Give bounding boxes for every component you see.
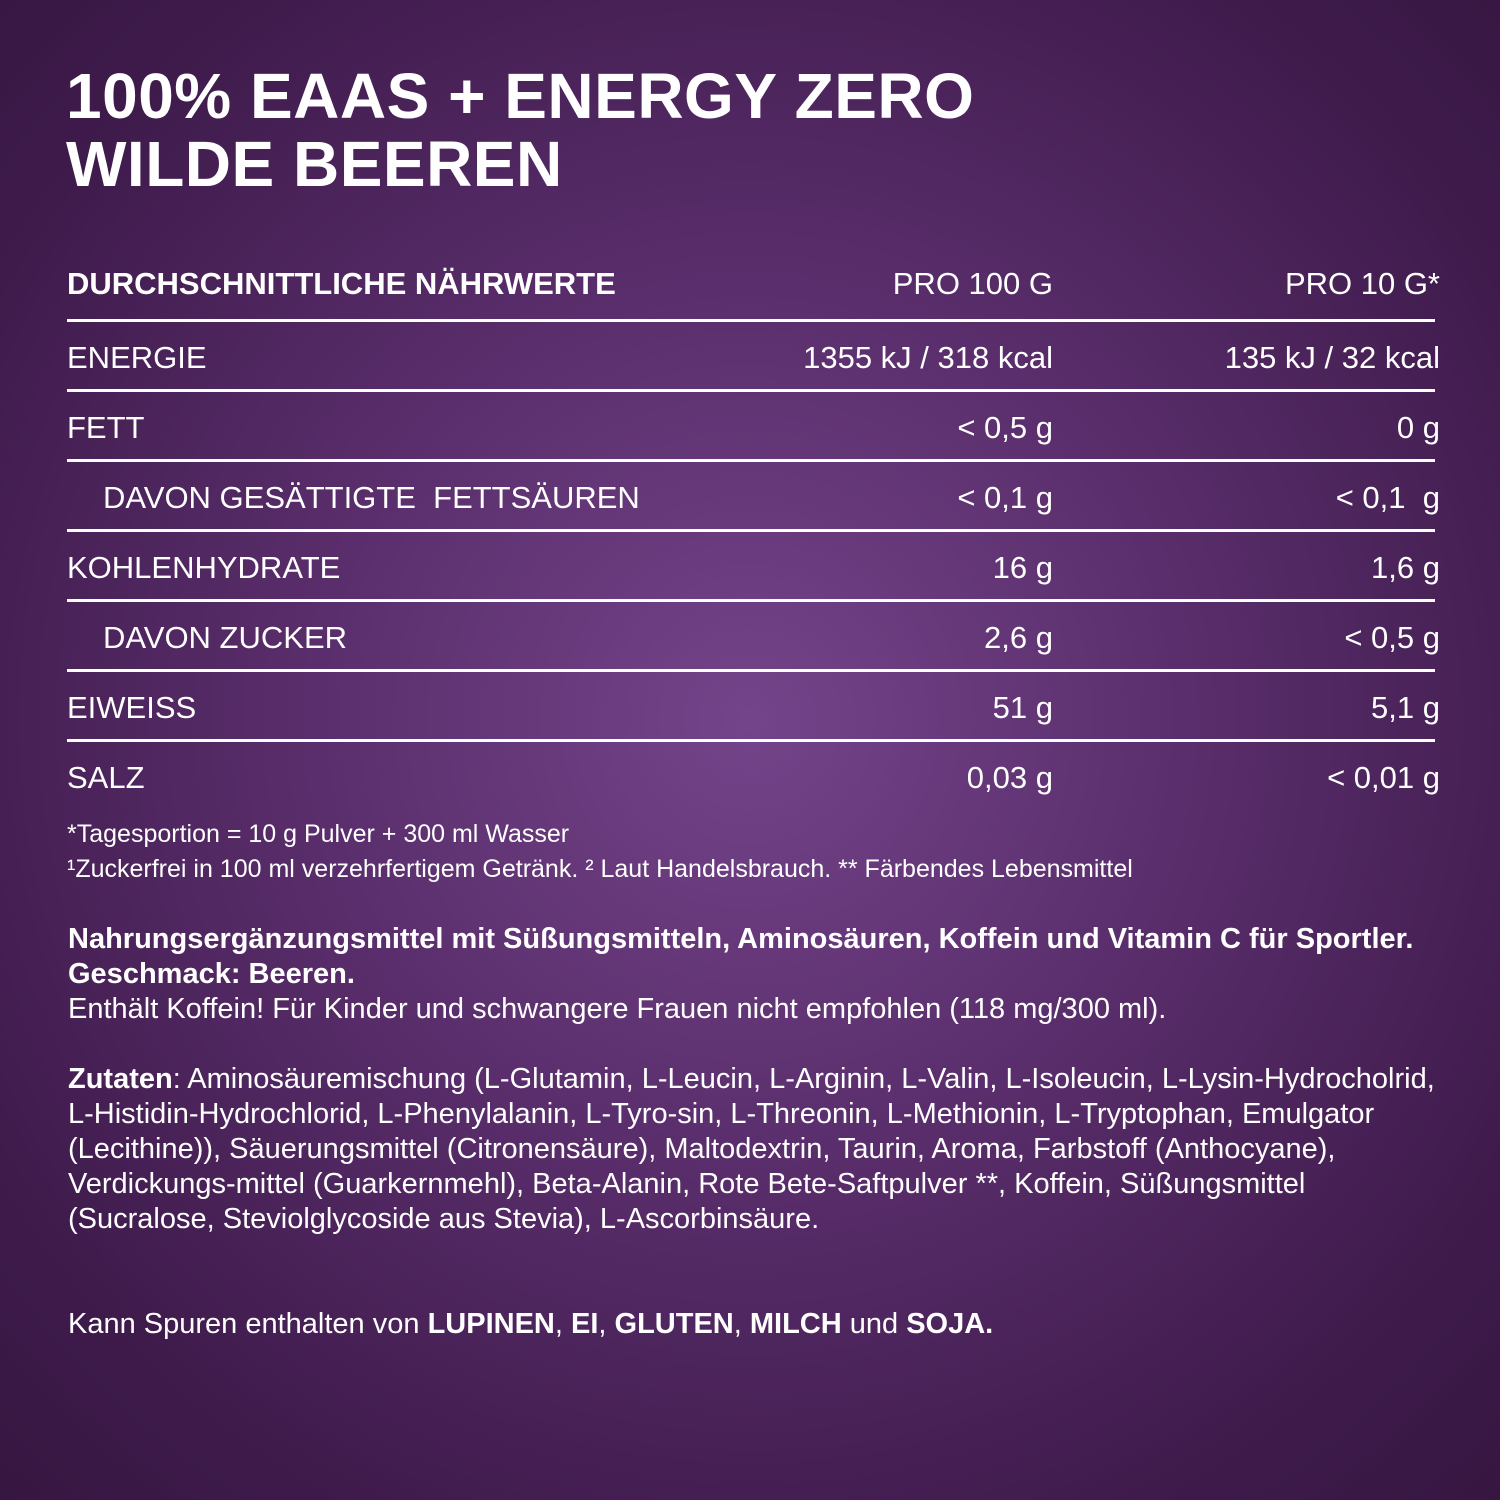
separator: , (598, 1308, 615, 1340)
row-label: EIWEISS (67, 690, 197, 725)
row-per10: 0 g (1396, 410, 1440, 445)
footnotes: *Tagesportion = 10 g Pulver + 300 ml Was… (67, 817, 1133, 887)
table-row: SALZ 0,03 g < 0,01 g (67, 740, 1440, 810)
allergen-notice: Kann Spuren enthalten von LUPINEN, EI, G… (68, 1307, 1448, 1342)
row-per100: 0,03 g (966, 760, 1053, 795)
allergen: SOJA. (906, 1308, 994, 1340)
table-row: DAVON ZUCKER 2,6 g < 0,5 g (67, 600, 1440, 672)
divider (67, 529, 1435, 532)
allergen: LUPINEN (427, 1308, 555, 1340)
row-per100: 2,6 g (984, 620, 1053, 655)
header-per100: PRO 100 G (892, 266, 1053, 301)
divider (67, 389, 1435, 392)
divider (67, 599, 1435, 602)
table-row: FETT < 0,5 g 0 g (67, 390, 1440, 462)
table-header: DURCHSCHNITTLICHE NÄHRWERTE PRO 100 G PR… (67, 258, 1440, 322)
divider (67, 739, 1435, 742)
row-label: KOHLENHYDRATE (67, 550, 341, 585)
footnote-serving: *Tagesportion = 10 g Pulver + 300 ml Was… (67, 820, 570, 848)
divider (67, 319, 1435, 322)
table-row: DAVON GESÄTTIGTE FETTSÄUREN < 0,1 g < 0,… (67, 460, 1440, 532)
row-per100: < 0,5 g (957, 410, 1053, 445)
caffeine-warning: Enthält Koffein! Für Kinder und schwange… (68, 993, 1167, 1025)
header-label: DURCHSCHNITTLICHE NÄHRWERTE (67, 266, 616, 301)
footnote-notes: ¹Zuckerfrei in 100 ml verzehrfertigem Ge… (67, 855, 1133, 883)
allergen-prefix: Kann Spuren enthalten von (68, 1308, 428, 1340)
ingredients-label: Zutaten (68, 1063, 173, 1095)
row-label: DAVON ZUCKER (103, 620, 348, 655)
description-bold: Nahrungsergänzungsmittel mit Süßungsmitt… (68, 923, 1414, 990)
row-per100: 16 g (992, 550, 1053, 585)
header-per10: PRO 10 G* (1284, 266, 1440, 301)
title-line-1: 100% EAAS + ENERGY ZERO (66, 60, 975, 132)
table-row: KOHLENHYDRATE 16 g 1,6 g (67, 530, 1440, 602)
row-per100: 1355 kJ / 318 kcal (803, 340, 1053, 375)
divider (67, 669, 1435, 672)
product-title: 100% EAAS + ENERGY ZERO WILDE BEEREN (66, 62, 974, 198)
allergen: GLUTEN (614, 1308, 734, 1340)
title-line-2: WILDE BEEREN (66, 128, 563, 200)
row-per10: < 0,01 g (1327, 760, 1440, 795)
divider (67, 459, 1435, 462)
row-label: ENERGIE (67, 340, 207, 375)
separator: , (733, 1308, 750, 1340)
row-per10: 135 kJ / 32 kcal (1224, 340, 1440, 375)
row-per10: < 0,5 g (1344, 620, 1440, 655)
row-label: SALZ (67, 760, 145, 795)
row-per10: < 0,1 g (1335, 480, 1440, 515)
table-row: ENERGIE 1355 kJ / 318 kcal 135 kJ / 32 k… (67, 320, 1440, 392)
table-row: EIWEISS 51 g 5,1 g (67, 670, 1440, 742)
ingredients-text: : Aminosäuremischung (L-Glutamin, L-Leuc… (68, 1063, 1435, 1235)
row-per10: 5,1 g (1371, 690, 1440, 725)
product-description: Nahrungsergänzungsmittel mit Süßungsmitt… (68, 922, 1448, 1027)
row-per10: 1,6 g (1371, 550, 1440, 585)
ingredients: Zutaten: Aminosäuremischung (L-Glutamin,… (68, 1062, 1448, 1237)
row-label: DAVON GESÄTTIGTE FETTSÄUREN (103, 480, 640, 515)
nutrition-table: DURCHSCHNITTLICHE NÄHRWERTE PRO 100 G PR… (67, 258, 1440, 810)
row-per100: 51 g (992, 690, 1053, 725)
separator: , (554, 1308, 571, 1340)
row-label: FETT (67, 410, 145, 445)
row-per100: < 0,1 g (957, 480, 1053, 515)
separator: und (841, 1308, 907, 1340)
allergen: EI (570, 1308, 599, 1340)
allergen: MILCH (749, 1308, 842, 1340)
